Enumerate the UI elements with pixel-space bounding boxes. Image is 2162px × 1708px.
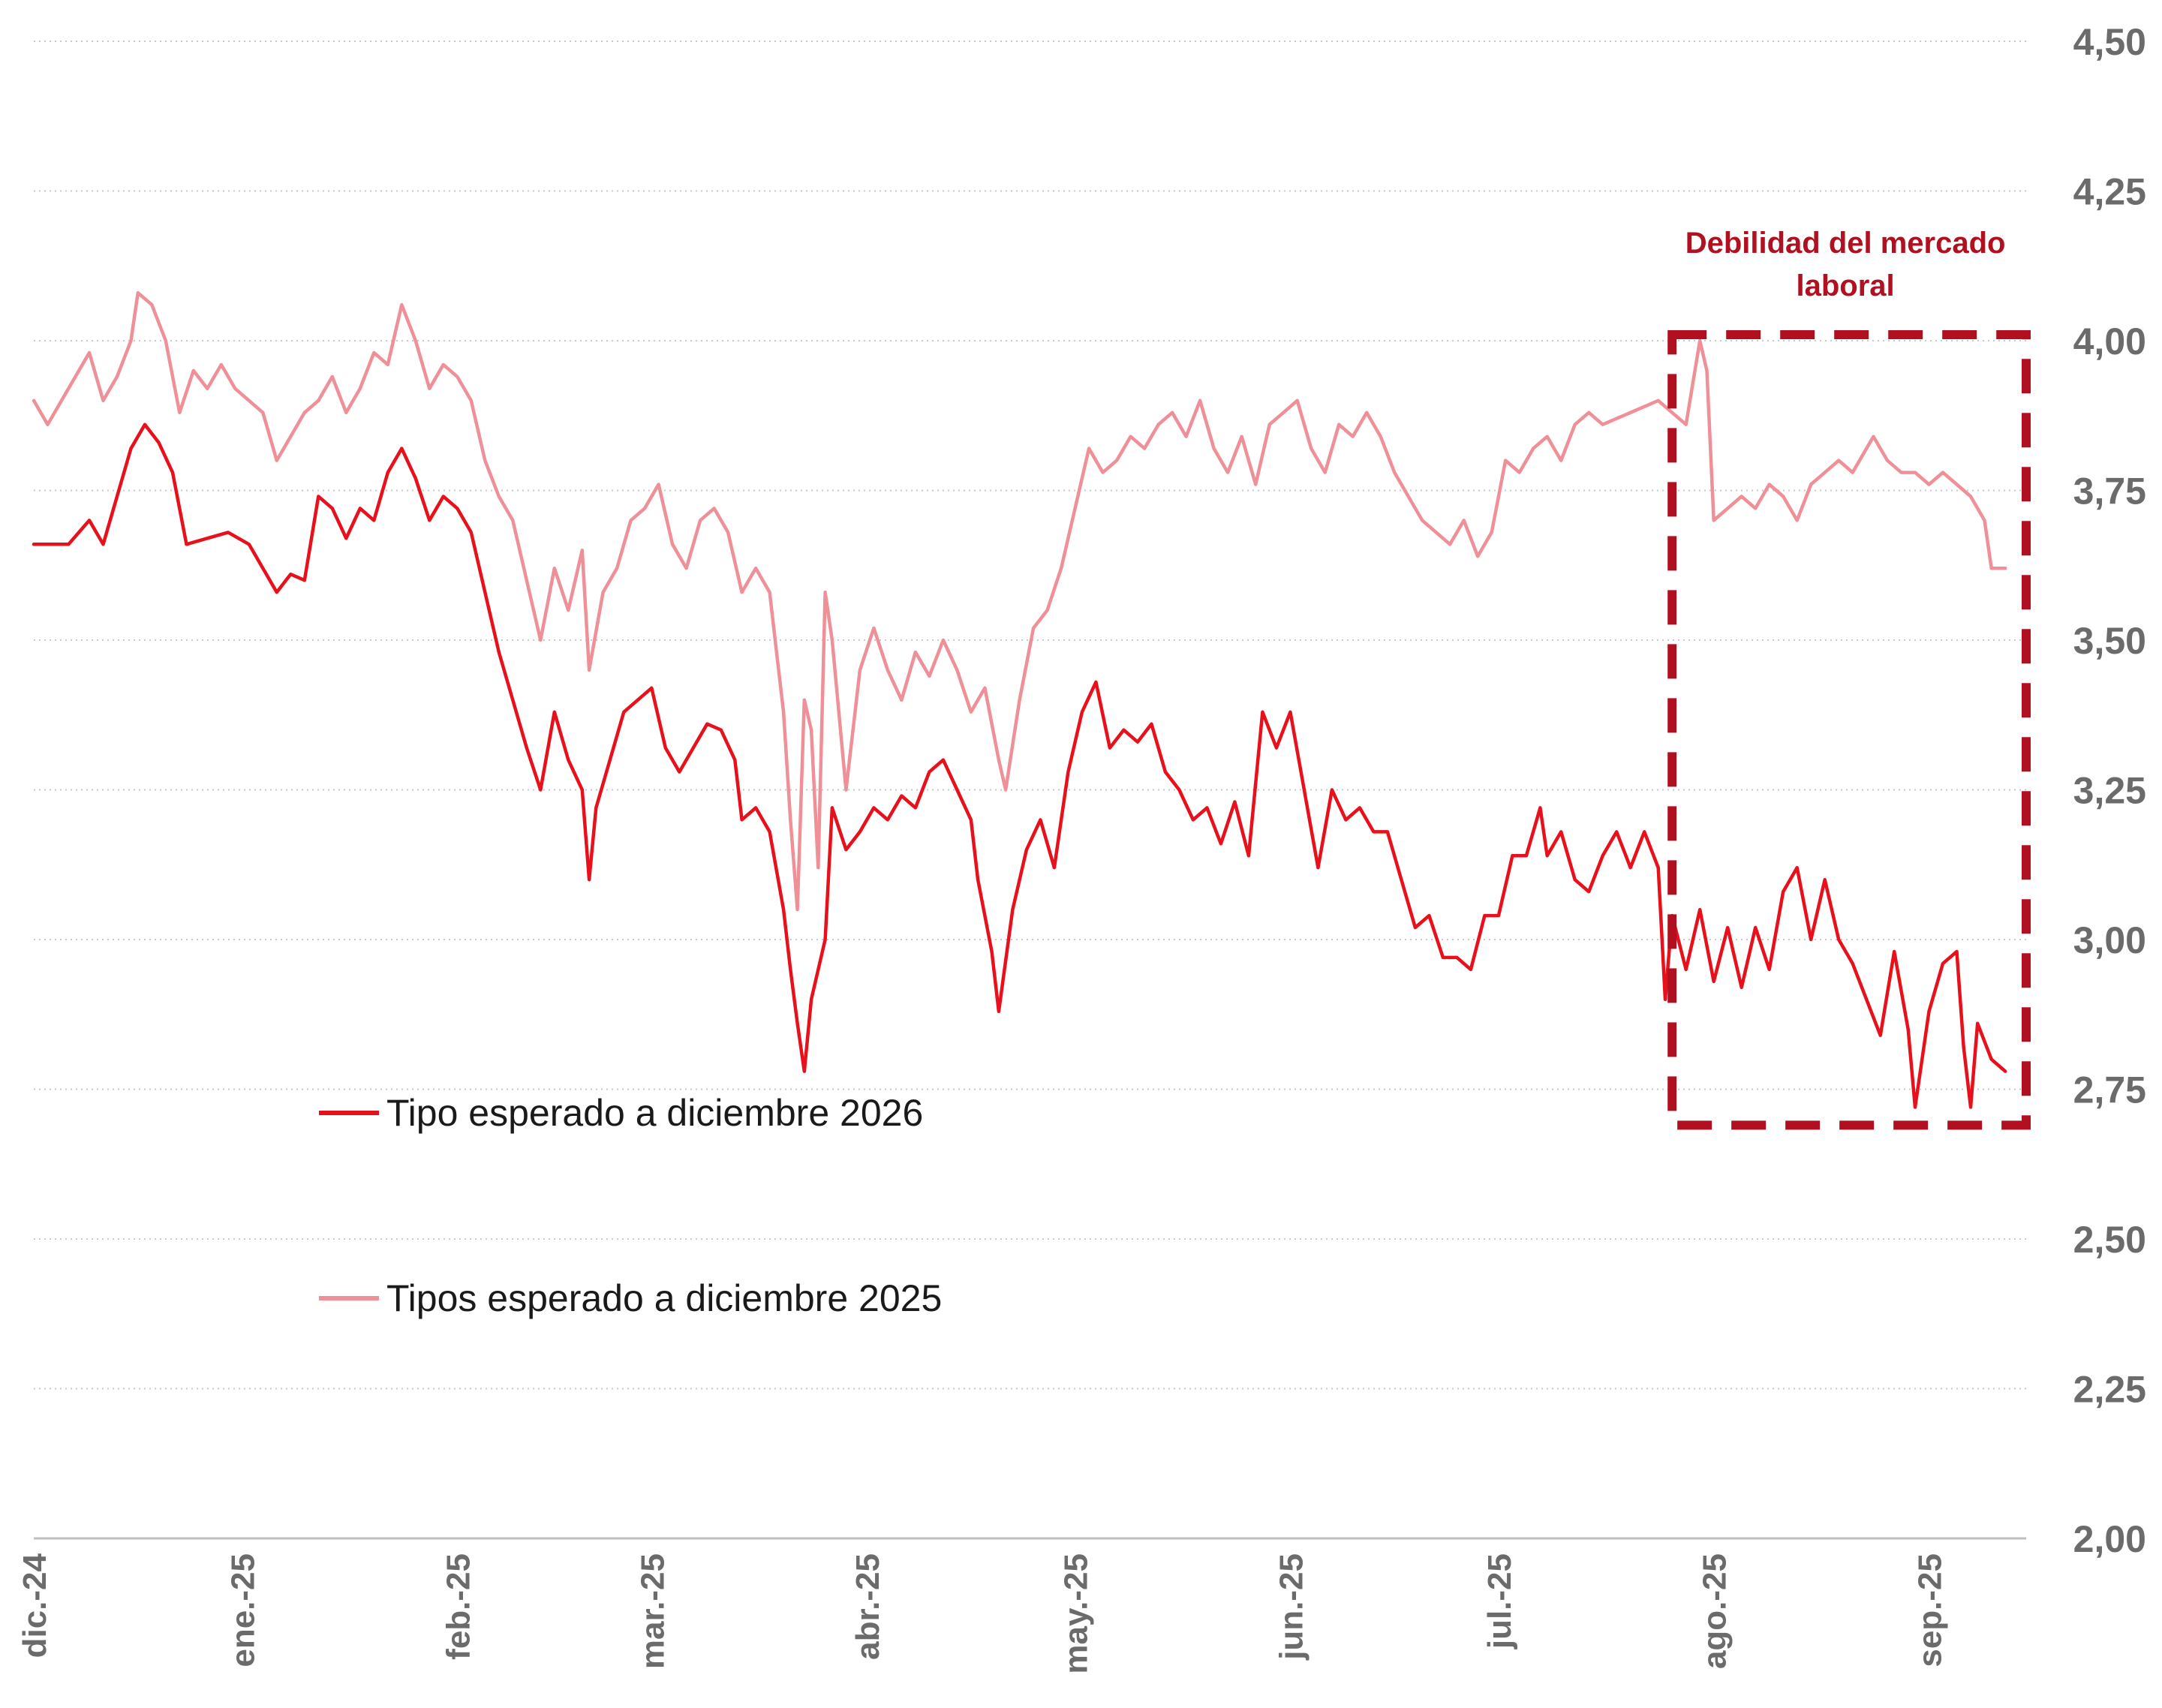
- y-tick-label: 4,50: [2073, 21, 2146, 63]
- y-tick-label: 2,25: [2073, 1369, 2146, 1411]
- x-tick-label: mar.-25: [634, 1553, 671, 1669]
- x-tick-label: ene.-25: [225, 1553, 262, 1667]
- x-tick-labels: dic.-24 ene.-25 feb.-25 mar.-25 abr.-25 may.-…: [17, 1553, 1948, 1673]
- y-tick-label: 3,50: [2073, 620, 2146, 662]
- annotation: Debilidad del mercado laboral: [1667, 227, 2031, 1130]
- x-tick-label: abr.-25: [849, 1553, 886, 1660]
- y-tick-label: 2,50: [2073, 1219, 2146, 1261]
- x-tick-label: jul.-25: [1481, 1553, 1518, 1649]
- x-tick-label: feb.-25: [440, 1553, 477, 1660]
- x-tick-label: dic.-24: [17, 1553, 53, 1658]
- series-line-1: [32, 422, 2007, 1109]
- y-tick-labels: 2,00 2,25 2,50 2,75 3,00 3,25 3,50 3,75 4,00 4,25…: [2073, 21, 2146, 1560]
- y-tick-label: 3,00: [2073, 919, 2146, 961]
- y-tick-label: 4,00: [2073, 320, 2146, 362]
- x-tick-label: ago.-25: [1697, 1553, 1734, 1669]
- x-tick-label: jun.-25: [1273, 1553, 1310, 1661]
- legend-label-1: Tipo esperado a diciembre 2026: [386, 1092, 923, 1134]
- series-lines: [32, 290, 2007, 1109]
- annotation-label: Debilidad del mercado: [1685, 227, 2006, 260]
- annotation-label: laboral: [1797, 269, 1895, 302]
- series-line-2: [32, 290, 2007, 912]
- y-tick-label: 3,75: [2073, 471, 2146, 513]
- y-tick-label: 4,25: [2073, 171, 2146, 213]
- legend: Tipo esperado a diciembre 2026 Tipos espe…: [319, 1092, 942, 1319]
- y-tick-label: 2,75: [2073, 1069, 2146, 1111]
- x-tick-label: sep.-25: [1911, 1553, 1948, 1667]
- y-tick-label: 2,00: [2073, 1518, 2146, 1560]
- x-tick-label: may.-25: [1058, 1553, 1095, 1674]
- legend-label-2: Tipos esperado a diciembre 2025: [386, 1277, 942, 1319]
- annotation-box: [1667, 330, 2031, 1130]
- y-tick-label: 3,25: [2073, 770, 2146, 812]
